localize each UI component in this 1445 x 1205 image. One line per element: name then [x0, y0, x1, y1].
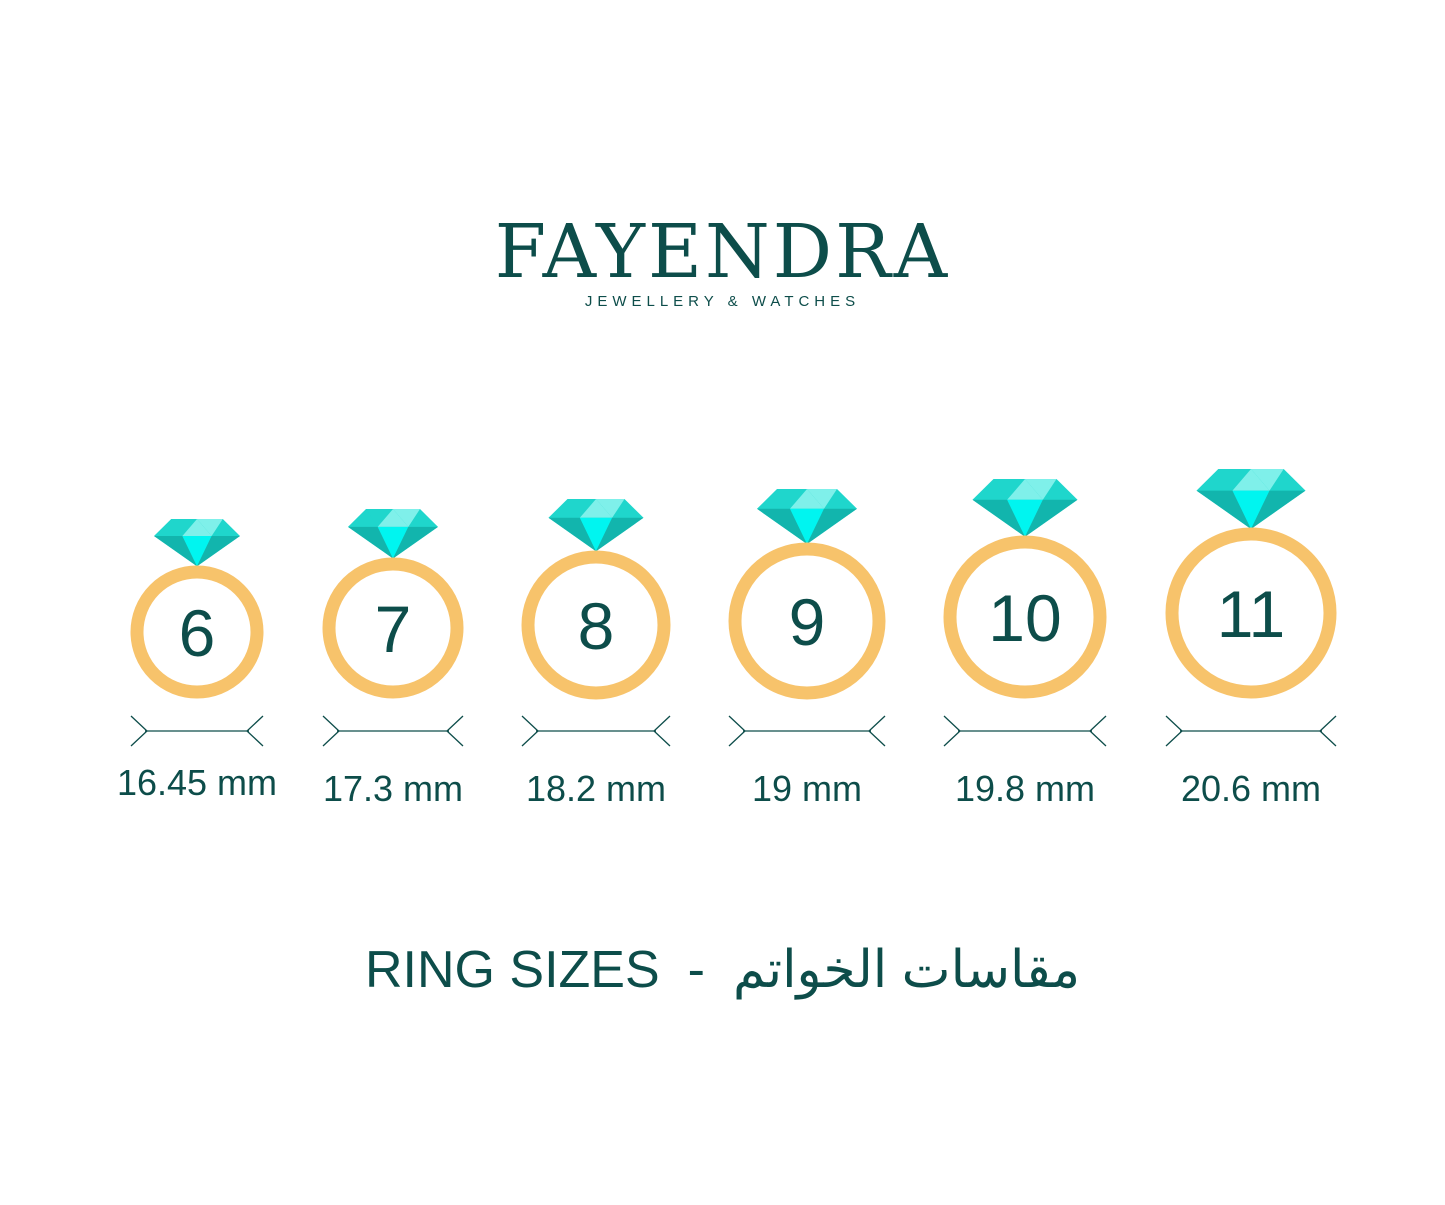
- diamond-icon: [154, 519, 240, 567]
- ring-size-number: 6: [179, 596, 216, 670]
- ring-size-number: 8: [578, 589, 615, 663]
- ring-size-11: 11: [1165, 469, 1337, 747]
- diameter-label: 18.2 mm: [525, 768, 667, 809]
- diameter-measure-line: [1165, 715, 1337, 747]
- ring-size-number: 9: [789, 585, 826, 659]
- ring-size-number: 11: [1217, 577, 1286, 651]
- ring-band: [943, 535, 1107, 699]
- diameter-label: 19 mm: [751, 768, 863, 809]
- brand-logo: FAYENDRA: [494, 209, 951, 295]
- ring-band: [1165, 527, 1337, 699]
- diameter-label: 17.3 mm: [322, 768, 464, 809]
- ring-band: [728, 542, 886, 700]
- diamond-icon: [757, 489, 857, 544]
- diameter-measure-line: [322, 715, 464, 747]
- ring-size-9: 9: [728, 489, 886, 747]
- ring-band: [322, 557, 464, 699]
- ring-size-number: 7: [375, 592, 412, 666]
- caption-separator: -: [687, 941, 705, 999]
- ring-band: [130, 565, 264, 699]
- brand-tagline: JEWELLERY & WATCHES: [584, 293, 861, 310]
- ring-size-number: 10: [988, 581, 1061, 655]
- caption-english: RING SIZES: [364, 941, 660, 999]
- diameter-label: 20.6 mm: [1180, 768, 1322, 809]
- ring-size-10: 10: [943, 479, 1107, 747]
- ring-size-8: 8: [521, 499, 671, 747]
- diameter-measure-line: [943, 715, 1107, 747]
- diamond-icon: [548, 499, 644, 552]
- diameter-label: 16.45 mm: [116, 762, 278, 803]
- diameter-label: 19.8 mm: [954, 768, 1096, 809]
- caption-arabic: مقاسات الخواتم: [732, 941, 1081, 999]
- diamond-icon: [348, 509, 438, 559]
- caption: RING SIZES - مقاسات الخواتم: [0, 940, 1445, 1000]
- diameter-measure-line: [521, 715, 671, 747]
- diameter-measure-line: [130, 715, 264, 747]
- ring-band: [521, 550, 671, 700]
- diamond-icon: [972, 479, 1078, 537]
- ring-size-6: 6: [130, 519, 264, 747]
- diameter-measure-line: [728, 715, 886, 747]
- ring-size-7: 7: [322, 509, 464, 747]
- diamond-icon: [1196, 469, 1306, 529]
